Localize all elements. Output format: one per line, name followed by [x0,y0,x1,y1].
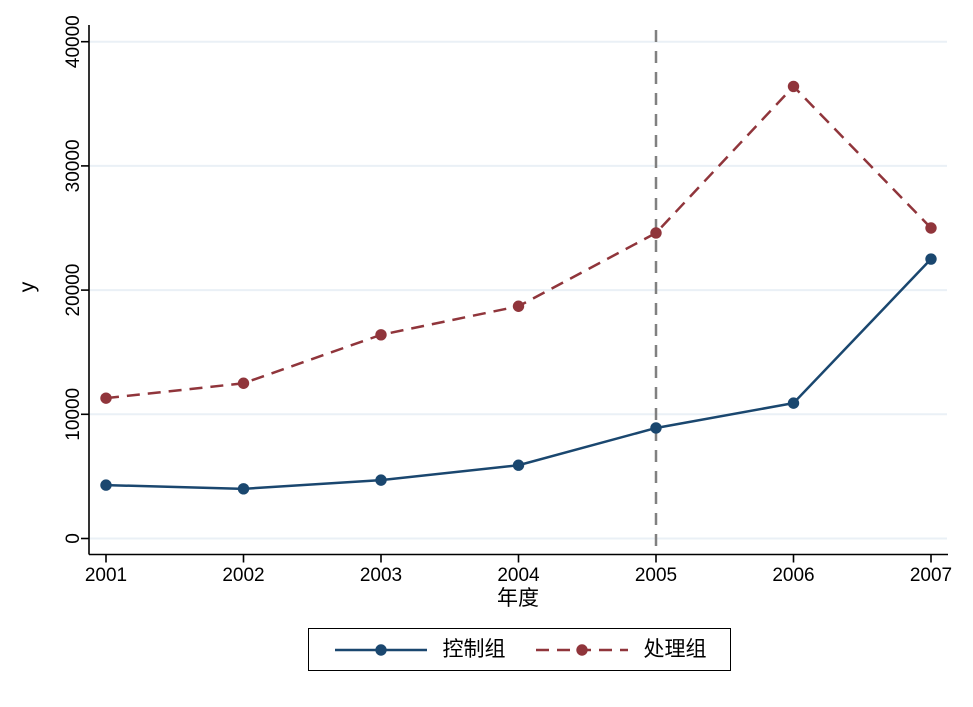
x-tick-label: 2006 [772,565,814,586]
legend-entry-控制组: 控制组 [333,639,506,660]
legend-sample-marker [575,643,588,656]
legend-label: 处理组 [643,638,707,661]
data-point-控制组-2003 [375,474,387,486]
data-point-处理组-2007 [925,222,937,234]
legend-sample-marker [374,643,387,656]
x-tick-label: 2007 [910,565,952,586]
series-group [100,80,937,495]
legend-line-sample-icon [334,643,427,656]
data-point-控制组-2005 [650,422,662,434]
data-point-处理组-2004 [512,300,525,312]
data-point-处理组-2001 [100,392,112,404]
legend-label: 控制组 [442,638,506,661]
y-tick-label: 10000 [63,388,84,441]
y-tick-label: 0 [63,533,84,544]
x-tick-label: 2005 [635,565,677,586]
data-point-处理组-2005 [650,227,662,239]
data-point-处理组-2003 [375,329,387,341]
y-tick-label: 30000 [63,139,84,192]
data-point-控制组-2002 [237,483,250,495]
y-tick-label: 40000 [63,15,84,68]
data-point-控制组-2001 [100,479,112,491]
x-axis-title: 年度 [497,587,539,610]
data-point-控制组-2006 [787,397,800,409]
data-point-控制组-2007 [925,253,937,265]
legend-box: 控制组 处理组 [308,628,731,671]
gridlines-group [90,40,947,540]
legend-line-sample-icon [535,643,628,656]
chart-canvas: 0 10000 20000 30000 40000 2001 2002 2003 2004 200… [16,15,952,610]
data-point-处理组-2006 [787,80,800,93]
series-line-处理组 [105,84,932,400]
axes-group: 0 10000 20000 30000 40000 2001 2002 2003 2004 200… [63,15,952,586]
x-tick-label: 2003 [360,565,402,586]
x-tick-label: 2002 [222,565,264,586]
y-axis-title: y [16,281,39,292]
data-point-控制组-2004 [512,459,525,471]
data-point-处理组-2002 [237,377,250,389]
series-line-控制组 [105,258,932,491]
y-tick-label: 20000 [63,264,84,317]
x-tick-label: 2001 [85,565,127,586]
legend-entry-处理组: 处理组 [534,639,707,660]
x-tick-label: 2004 [497,565,540,586]
